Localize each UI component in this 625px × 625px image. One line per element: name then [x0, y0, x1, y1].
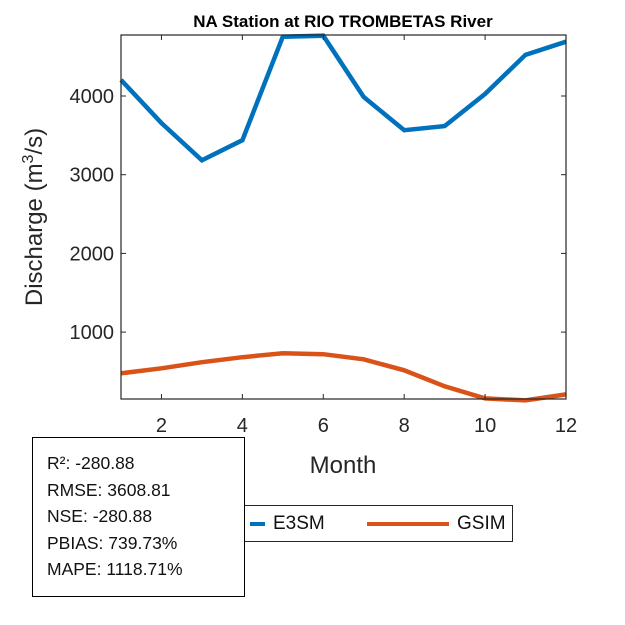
x-axis-label: Month — [310, 452, 377, 479]
legend-swatch-gsim — [367, 521, 449, 526]
legend-item-gsim: GSIM — [367, 506, 506, 541]
x-axis-ticks: 2 4 6 8 10 12 — [156, 35, 577, 437]
x-tick-label: 2 — [156, 415, 167, 437]
x-tick-label: 12 — [555, 415, 577, 437]
y-tick-label: 1000 — [70, 322, 115, 344]
x-tick-label: 8 — [399, 415, 410, 437]
legend-item-e3sm: E3SM — [250, 506, 325, 541]
axes-box — [120, 34, 567, 400]
x-tick-label: 10 — [474, 415, 496, 437]
y-axis-ticks: 1000 2000 3000 4000 — [70, 86, 566, 344]
stat-r2: R²: -280.88 — [47, 453, 135, 473]
y-axis-label-main: Discharge (m — [21, 163, 48, 306]
series-layer — [119, 33, 567, 403]
x-tick-label: 4 — [237, 415, 248, 437]
y-tick-label: 4000 — [70, 86, 115, 108]
axes-frame — [120, 34, 567, 400]
legend-swatch-e3sm — [250, 521, 265, 526]
chart-title: NA Station at RIO TROMBETAS River — [193, 12, 493, 31]
stats-box: R²: -280.88 RMSE: 3608.81 NSE: -280.88 P… — [32, 437, 245, 597]
stat-rmse: RMSE: 3608.81 — [47, 479, 171, 500]
y-axis-label: Discharge (m3/s) — [20, 128, 48, 306]
stat-mape: MAPE: 1118.71% — [47, 559, 183, 579]
y-axis-label-sup: 3 — [20, 154, 37, 163]
stat-nse: NSE: -280.88 — [47, 506, 153, 526]
series-line-e3sm — [119, 33, 567, 164]
stat-pbias: PBIAS: 739.73% — [47, 532, 178, 553]
y-tick-label: 2000 — [70, 243, 115, 265]
legend: E3SM GSIM — [243, 505, 513, 542]
y-axis-label-end: /s) — [21, 128, 48, 155]
y-tick-label: 3000 — [70, 165, 115, 187]
x-tick-label: 6 — [318, 415, 329, 437]
legend-label-gsim: GSIM — [457, 512, 506, 534]
series-line-gsim — [120, 350, 567, 403]
legend-label-e3sm: E3SM — [273, 512, 325, 534]
